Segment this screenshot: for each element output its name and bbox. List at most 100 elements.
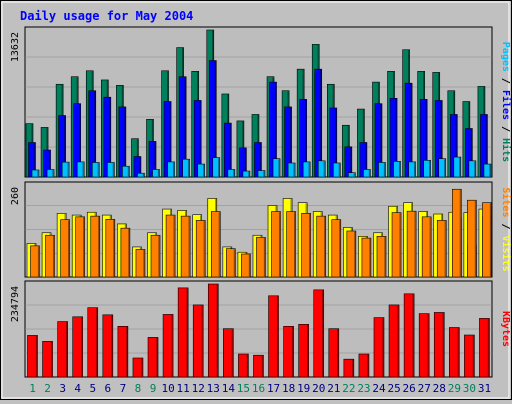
visits-legend: Sites / Visits	[500, 187, 512, 271]
hits-ymax-label: 13632	[10, 32, 21, 62]
sites-bar	[105, 219, 116, 278]
kbytes-bar	[418, 313, 430, 378]
pages-bar	[363, 169, 371, 178]
kbytes-bar	[449, 327, 460, 378]
sites-bar	[286, 211, 296, 278]
kbytes-legend: KBytes	[500, 311, 511, 347]
x-tick-label: 11	[177, 382, 190, 395]
x-tick-label: 28	[433, 382, 446, 395]
legend-separator: /	[500, 217, 511, 235]
kbytes-bar	[464, 334, 475, 378]
x-tick-label: 22	[342, 382, 355, 395]
x-tick-label: 26	[403, 382, 416, 395]
pages-bar	[348, 172, 356, 178]
sites-bar	[75, 216, 85, 278]
x-tick-label: 15	[237, 382, 250, 395]
legend-sites: Sites	[500, 187, 512, 217]
x-tick-label: 12	[192, 382, 205, 395]
pages-bar	[137, 172, 145, 178]
sites-bar	[376, 236, 387, 278]
x-tick-label: 21	[327, 382, 340, 395]
pages-bar	[287, 162, 296, 178]
pages-bar	[423, 159, 431, 178]
x-tick-label: 9	[150, 382, 157, 395]
sites-bar	[30, 245, 40, 278]
legend-pages: Pages	[500, 42, 511, 72]
pages-bar	[242, 170, 251, 178]
legend-hits: Hits	[500, 138, 512, 162]
kbytes-bar	[253, 354, 264, 378]
sites-bar	[180, 215, 191, 278]
pages-bar	[468, 160, 477, 178]
kbytes-bar	[479, 318, 490, 378]
kbytes-bar	[192, 304, 204, 378]
x-tick-label: 1	[29, 382, 36, 395]
pages-bar	[152, 169, 160, 178]
kbytes-ymax-label: 234794	[10, 286, 21, 322]
kbytes-bar	[403, 293, 415, 378]
sites-bar	[452, 188, 462, 278]
legend-files: Files	[500, 90, 512, 120]
pages-bar	[46, 169, 55, 178]
pages-bar	[227, 169, 236, 178]
pages-bar	[453, 156, 462, 178]
kbytes-bar	[283, 326, 294, 378]
sites-bar	[60, 219, 70, 278]
sites-bar	[301, 213, 311, 278]
kbytes-bar	[117, 326, 129, 378]
legend-separator: /	[500, 72, 511, 90]
chart-panels: 13632 Pages / Files / Hits 260 Sites / Visi…	[10, 26, 512, 378]
x-tick-label: 31	[478, 382, 491, 395]
kbytes-bar	[358, 353, 370, 378]
chart-title: Daily usage for May 2004	[20, 9, 193, 23]
x-tick-label: 27	[418, 382, 431, 395]
kbytes-bar	[373, 317, 385, 378]
x-tick-label: 5	[89, 382, 96, 395]
x-tick-label: 17	[267, 382, 280, 395]
sites-bar	[135, 249, 146, 278]
kbytes-bar	[27, 335, 38, 378]
sites-bar	[256, 237, 266, 278]
kbytes-bar	[328, 328, 340, 378]
kbytes-bar	[313, 289, 325, 378]
pages-bar	[31, 169, 40, 178]
x-tick-label: 8	[135, 382, 142, 395]
sites-bar	[210, 211, 221, 278]
sites-bar	[120, 227, 131, 278]
x-axis-labels: 1 2 3 4 5 6 7 8 9 10 11 12 13 14 15 16 17 18 19 20 21 22 23 24 2…	[29, 382, 491, 395]
x-tick-label: 30	[463, 382, 476, 395]
kbytes-bar	[132, 357, 144, 378]
pages-bar	[483, 163, 492, 178]
files-bar	[224, 122, 232, 178]
sites-bar	[467, 199, 477, 278]
kbytes-bar	[87, 307, 99, 378]
pages-bar	[332, 162, 341, 178]
legend-visits: Visits	[500, 236, 512, 272]
x-tick-label: 20	[312, 382, 325, 395]
pages-bar	[317, 160, 326, 178]
pages-bar	[378, 162, 386, 178]
x-tick-label: 24	[372, 382, 386, 395]
x-tick-label: 25	[387, 382, 400, 395]
kbytes-bar	[72, 316, 83, 378]
x-tick-label: 6	[105, 382, 112, 395]
sites-bar	[165, 214, 176, 278]
sites-bar	[436, 220, 447, 278]
x-tick-label: 3	[59, 382, 66, 395]
sites-bar	[226, 248, 236, 278]
pages-bar	[91, 162, 100, 178]
pages-bar	[61, 161, 70, 178]
pages-bar	[212, 157, 221, 178]
sites-bar	[271, 211, 281, 278]
x-tick-label: 10	[161, 382, 174, 395]
pages-bar	[393, 161, 401, 178]
sites-bar	[316, 215, 327, 278]
pages-bar	[408, 161, 416, 178]
sites-bar	[331, 219, 342, 278]
kbytes-bar	[162, 314, 174, 378]
sites-bar	[150, 234, 161, 278]
pages-bar	[107, 162, 115, 178]
kbytes-bar	[223, 328, 234, 378]
